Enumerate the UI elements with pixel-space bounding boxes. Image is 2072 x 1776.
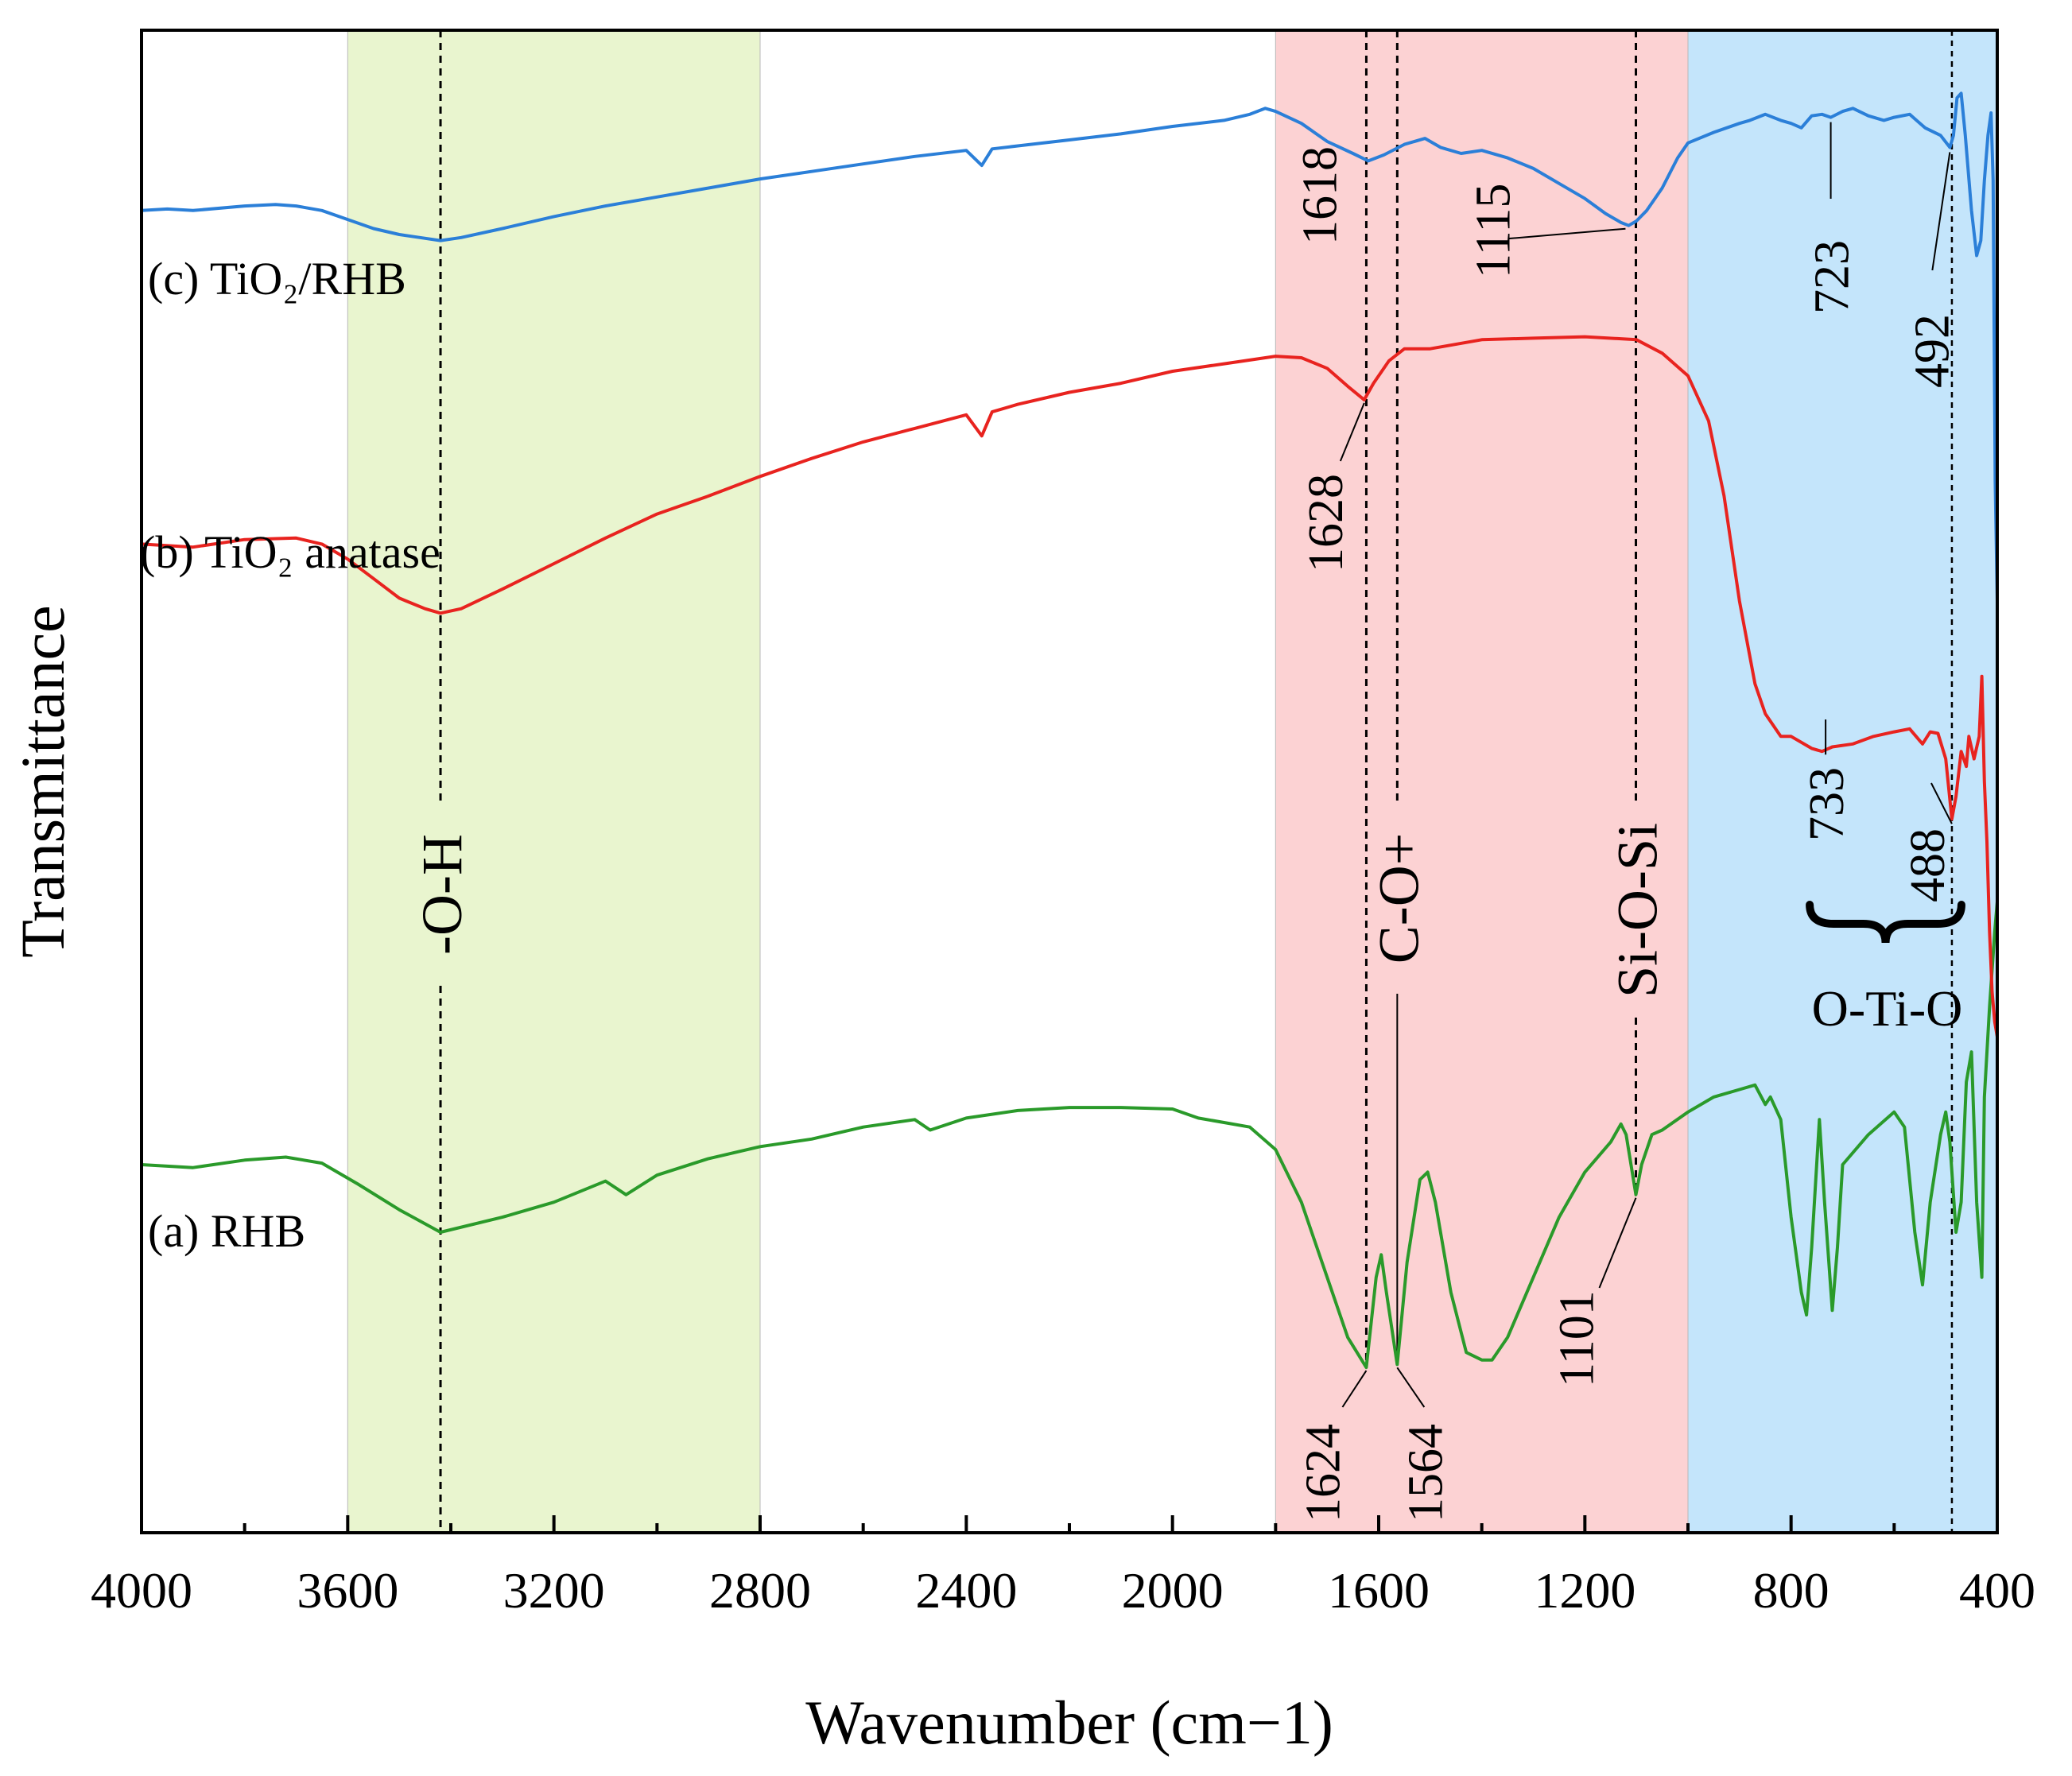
y-axis-label: Transmittance	[8, 605, 77, 957]
bands-layer	[347, 29, 1998, 1534]
leader-492	[1931, 152, 1951, 271]
leaders-layer: (c) TiO₂/RHB (b) TiO₂ anatase (a) RHB 1618 1…	[140, 122, 1965, 1522]
peak-label-1564: 1564	[1399, 1424, 1453, 1522]
leader-1115	[1509, 227, 1626, 239]
peak-label-1624: 1624	[1296, 1424, 1350, 1522]
peak-label-1618: 1618	[1293, 146, 1347, 245]
shaded-band-3	[1687, 29, 1998, 1534]
x-tick-label-2400: 2400	[915, 1562, 1017, 1619]
x-tick-label-3200: 3200	[503, 1562, 605, 1619]
peak-label-1628: 1628	[1299, 474, 1353, 572]
x-tick-label-800: 800	[1753, 1562, 1829, 1619]
series-line-1	[141, 902, 1999, 1370]
series-label-b: (b) TiO₂ anatase	[140, 526, 440, 578]
leader-1564	[1396, 1367, 1426, 1408]
x-tick-label-400: 400	[1959, 1562, 2035, 1619]
peak-label-1115: 1115	[1466, 184, 1520, 278]
shaded-band-2	[1275, 29, 1689, 1534]
group-brace-o-ti-o	[1806, 901, 1965, 944]
x-tick-label-1600: 1600	[1328, 1562, 1430, 1619]
series-line-2	[141, 335, 1999, 1037]
vlines-layer: -O-H C-O+ Si-O-Si	[410, 30, 1954, 1533]
series-layer	[141, 91, 1999, 1370]
leader-488	[1930, 782, 1953, 824]
x-ticks-layer: 4000 3600 3200 2800 2400 2000 1600 1200 800 400	[91, 1515, 2035, 1619]
peak-label-1101: 1101	[1550, 1290, 1604, 1387]
x-axis-label: Wavenumber (cm−1)	[805, 1688, 1333, 1757]
leader-1101	[1598, 1197, 1637, 1289]
peak-label-723: 723	[1806, 240, 1860, 314]
x-tick-label-2000: 2000	[1122, 1562, 1224, 1619]
shaded-band-1	[347, 29, 761, 1534]
labels-layer: Wavenumber (cm−1) Transmittance	[8, 605, 1333, 1757]
series-label-a: (a) RHB	[148, 1205, 305, 1257]
peak-label-733: 733	[1800, 767, 1854, 841]
group-label-o-ti-o: O-Ti-O	[1812, 980, 1963, 1037]
peak-label-488: 488	[1901, 828, 1955, 902]
peak-label-492: 492	[1905, 314, 1959, 388]
x-tick-label-1200: 1200	[1534, 1562, 1635, 1619]
x-tick-label-4000: 4000	[91, 1562, 192, 1619]
bond-label-oh: -O-H	[410, 834, 474, 955]
leader-1624	[1341, 1370, 1368, 1408]
bond-label-co: C-O+	[1367, 833, 1430, 964]
bond-label-sio: Si-O-Si	[1606, 823, 1670, 998]
x-tick-label-2800: 2800	[709, 1562, 811, 1619]
x-tick-label-3600: 3600	[297, 1562, 398, 1619]
series-label-c: (c) TiO₂/RHB	[148, 253, 406, 304]
leader-1628	[1339, 402, 1365, 462]
series-line-3	[141, 91, 1999, 602]
